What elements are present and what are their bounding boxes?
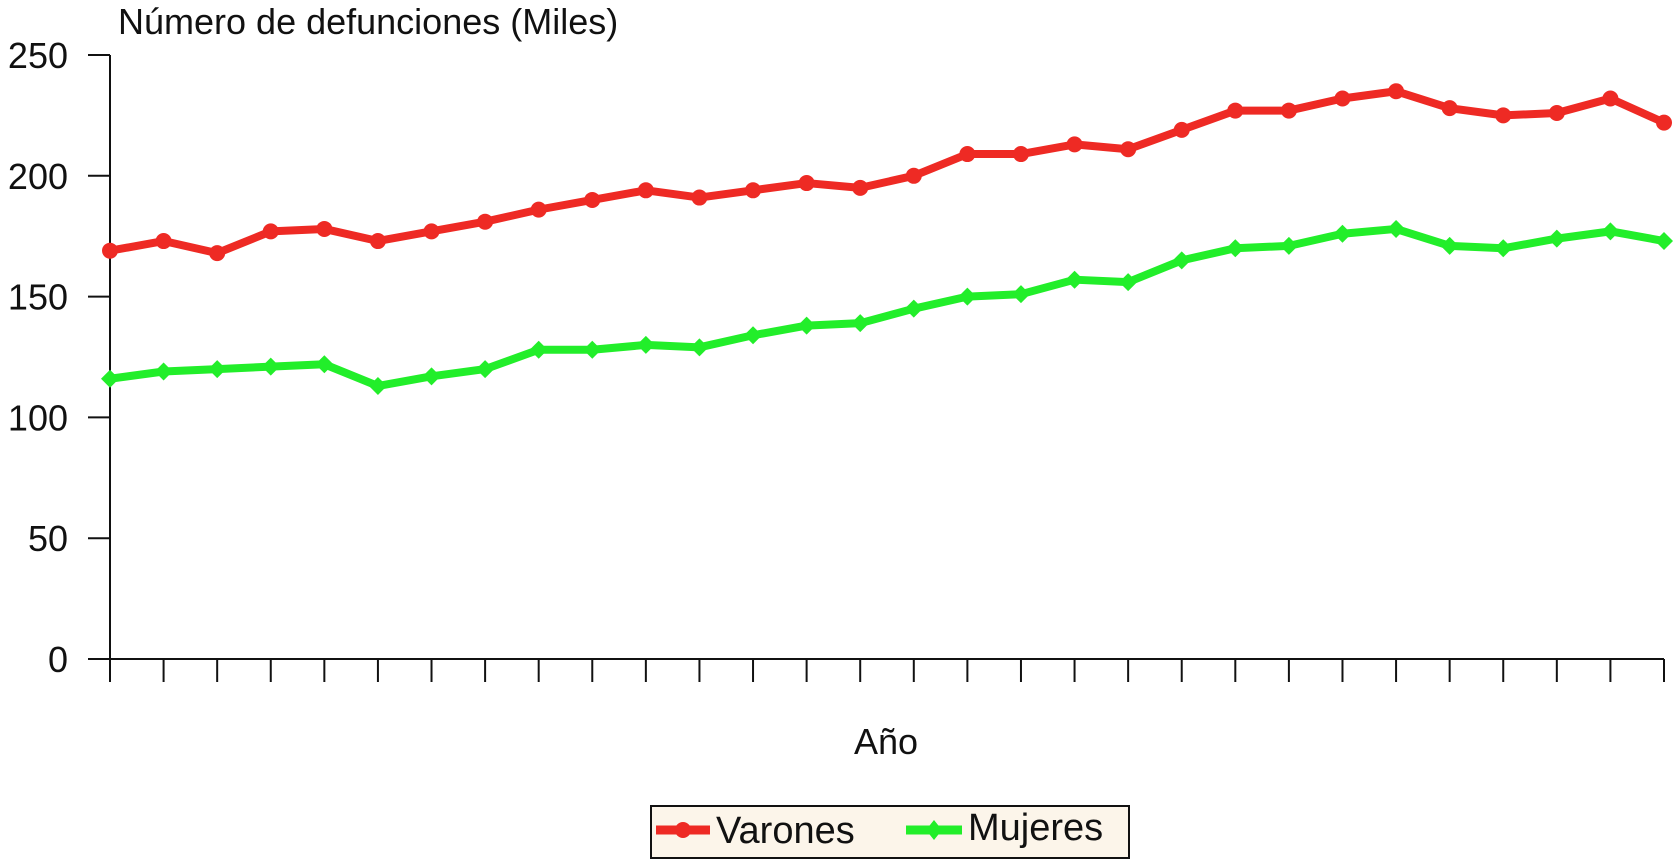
y-axis-title: Número de defunciones (Miles) (118, 1, 618, 42)
series-line-varones (106, 87, 1668, 258)
data-point-mujeres (1011, 285, 1030, 304)
data-point-varones (369, 233, 386, 250)
data-point-varones (637, 182, 654, 199)
data-point-varones (1280, 102, 1297, 119)
y-tick-label: 100 (8, 397, 68, 438)
data-point-mujeres (1333, 224, 1352, 243)
data-point-mujeres (797, 316, 816, 335)
data-point-varones (852, 179, 869, 196)
data-point-varones (1548, 104, 1565, 121)
legend-marker-mujeres (926, 820, 942, 840)
data-point-varones (691, 189, 708, 206)
data-point-mujeres (368, 376, 387, 395)
x-axis-title: Año (854, 721, 918, 762)
data-point-varones (209, 245, 226, 262)
data-point-mujeres (476, 360, 495, 379)
data-point-mujeres (1387, 219, 1406, 238)
series-mujeres (101, 219, 1673, 395)
data-point-varones (1012, 146, 1029, 163)
data-point-mujeres (1065, 270, 1084, 289)
legend-box (650, 805, 1130, 859)
legend-item-varones: Varones (656, 810, 855, 852)
series-varones (102, 83, 1672, 262)
data-point-mujeres (1226, 239, 1245, 258)
legend-marker-varones (675, 822, 691, 838)
data-point-varones (155, 233, 172, 250)
data-point-mujeres (636, 335, 655, 354)
data-point-mujeres (315, 355, 334, 374)
data-point-varones (102, 242, 118, 259)
data-point-varones (530, 201, 547, 218)
data-point-mujeres (154, 362, 173, 381)
data-point-varones (1120, 141, 1137, 158)
legend-label-mujeres: Mujeres (968, 807, 1103, 849)
data-point-varones (959, 146, 976, 163)
data-point-mujeres (744, 326, 763, 345)
data-point-varones (1388, 83, 1405, 100)
data-point-mujeres (1172, 251, 1191, 270)
legend: Varones Mujeres (650, 805, 1130, 859)
data-point-mujeres (208, 360, 227, 379)
data-point-mujeres (1440, 236, 1459, 255)
data-point-varones (316, 220, 333, 237)
data-point-mujeres (1119, 273, 1138, 292)
series-layer (101, 83, 1673, 395)
y-ticks: 0 50 100 150 200 250 (8, 35, 110, 680)
x-ticks (109, 659, 1665, 682)
data-point-mujeres (1547, 229, 1566, 248)
data-point-mujeres (529, 340, 548, 359)
data-point-varones (1441, 100, 1458, 117)
data-point-varones (1334, 90, 1351, 107)
data-point-varones (1066, 136, 1083, 153)
data-point-varones (423, 223, 440, 240)
y-tick-label: 150 (8, 277, 68, 318)
y-tick-label: 0 (48, 639, 68, 680)
legend-item-mujeres: Mujeres (906, 807, 1103, 849)
data-point-varones (745, 182, 762, 199)
data-point-varones (262, 223, 279, 240)
data-point-varones (1173, 121, 1190, 138)
data-point-varones (584, 191, 601, 208)
y-tick-label: 250 (8, 35, 68, 76)
data-point-mujeres (1279, 236, 1298, 255)
data-point-varones (1656, 114, 1672, 131)
data-point-varones (1227, 102, 1244, 119)
series-line-mujeres (106, 224, 1668, 390)
data-point-varones (1495, 107, 1512, 124)
axes: 0 50 100 150 200 250 (8, 35, 1665, 682)
data-point-mujeres (1655, 232, 1673, 251)
y-tick-label: 200 (8, 156, 68, 197)
data-point-mujeres (904, 299, 923, 318)
data-point-mujeres (1494, 239, 1513, 258)
y-tick-label: 50 (28, 518, 68, 559)
data-point-mujeres (851, 314, 870, 333)
data-point-mujeres (958, 287, 977, 306)
data-point-mujeres (261, 357, 280, 376)
data-point-varones (477, 213, 494, 230)
data-point-mujeres (422, 367, 441, 386)
data-point-mujeres (101, 369, 119, 388)
data-point-mujeres (690, 338, 709, 357)
data-point-varones (798, 175, 815, 192)
data-point-varones (905, 167, 922, 184)
data-point-varones (1602, 90, 1619, 107)
legend-label-varones: Varones (716, 810, 855, 852)
data-point-mujeres (583, 340, 602, 359)
data-point-mujeres (1601, 222, 1620, 241)
